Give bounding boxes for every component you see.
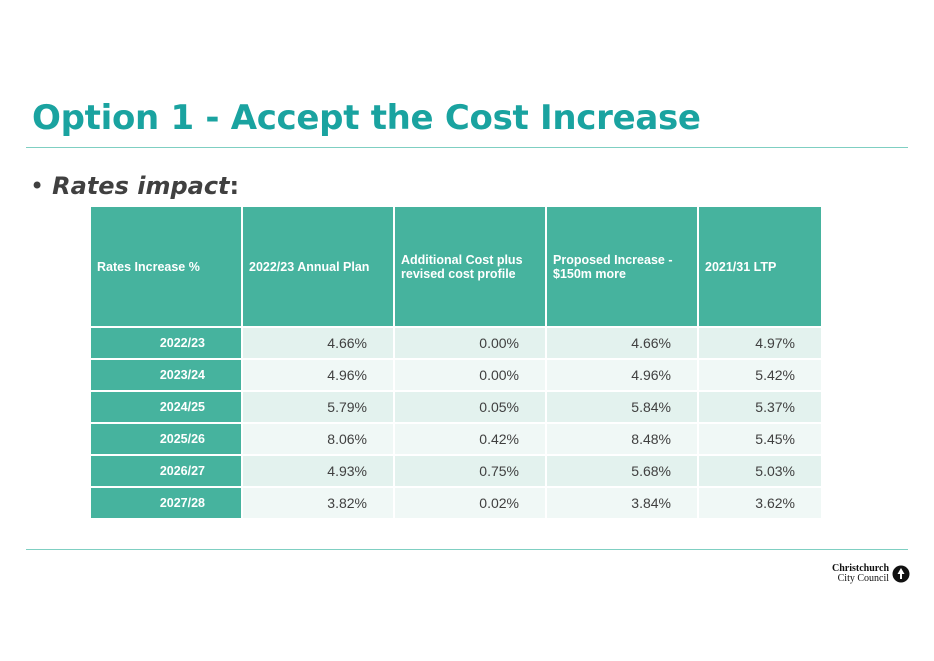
year-cell: 2023/24 [91, 358, 243, 391]
council-logo: Christchurch City Council [832, 564, 910, 584]
proposed-cell: 5.84% [546, 390, 699, 423]
table-row: 2026/27 4.93% 0.75% 5.68% 5.03% [91, 454, 821, 487]
annual-plan-cell: 3.82% [242, 486, 395, 518]
header-additional-cost: Additional Cost plus revised cost profil… [394, 207, 547, 327]
annual-plan-cell: 5.79% [242, 390, 395, 423]
year-cell: 2025/26 [91, 422, 243, 455]
year-cell: 2027/28 [91, 486, 243, 518]
ltp-cell: 4.97% [698, 326, 821, 359]
logo-line-2: City Council [837, 573, 890, 584]
rates-impact-table: Rates Increase % 2022/23 Annual Plan Add… [91, 207, 821, 518]
proposed-cell: 3.84% [546, 486, 699, 518]
proposed-cell: 4.66% [546, 326, 699, 359]
header-proposed-increase: Proposed Increase - $150m more [546, 207, 699, 327]
tree-icon [892, 565, 910, 583]
additional-cost-cell: 0.02% [394, 486, 547, 518]
ltp-cell: 5.42% [698, 358, 821, 391]
additional-cost-cell: 0.00% [394, 326, 547, 359]
bullet-colon: : [229, 172, 240, 200]
logo-wordmark: Christchurch City Council [832, 564, 889, 584]
annual-plan-cell: 8.06% [242, 422, 395, 455]
bullet-text: Rates impact [52, 172, 230, 200]
bullet-dot-icon: • [30, 172, 45, 200]
year-cell: 2022/23 [91, 326, 243, 359]
annual-plan-cell: 4.66% [242, 326, 395, 359]
ltp-cell: 5.37% [698, 390, 821, 423]
table-row: 2024/25 5.79% 0.05% 5.84% 5.37% [91, 390, 821, 423]
proposed-cell: 5.68% [546, 454, 699, 487]
proposed-cell: 8.48% [546, 422, 699, 455]
additional-cost-cell: 0.42% [394, 422, 547, 455]
table-row: 2022/23 4.66% 0.00% 4.66% 4.97% [91, 326, 821, 359]
top-divider [26, 147, 908, 148]
ltp-cell: 5.45% [698, 422, 821, 455]
table-row: 2025/26 8.06% 0.42% 8.48% 5.45% [91, 422, 821, 455]
proposed-cell: 4.96% [546, 358, 699, 391]
table-row: 2023/24 4.96% 0.00% 4.96% 5.42% [91, 358, 821, 391]
logo-line-1: Christchurch [832, 563, 890, 574]
additional-cost-cell: 0.00% [394, 358, 547, 391]
bullet-rates-impact: • Rates impact: [30, 172, 239, 200]
header-rates-increase: Rates Increase % [91, 207, 243, 327]
ltp-cell: 5.03% [698, 454, 821, 487]
header-annual-plan: 2022/23 Annual Plan [242, 207, 395, 327]
annual-plan-cell: 4.96% [242, 358, 395, 391]
year-cell: 2026/27 [91, 454, 243, 487]
annual-plan-cell: 4.93% [242, 454, 395, 487]
additional-cost-cell: 0.75% [394, 454, 547, 487]
additional-cost-cell: 0.05% [394, 390, 547, 423]
table-header-row: Rates Increase % 2022/23 Annual Plan Add… [91, 207, 821, 327]
slide-title: Option 1 - Accept the Cost Increase [32, 98, 701, 138]
bottom-divider [26, 549, 908, 550]
ltp-cell: 3.62% [698, 486, 821, 518]
table-row: 2027/28 3.82% 0.02% 3.84% 3.62% [91, 486, 821, 518]
year-cell: 2024/25 [91, 390, 243, 423]
header-ltp: 2021/31 LTP [698, 207, 821, 327]
